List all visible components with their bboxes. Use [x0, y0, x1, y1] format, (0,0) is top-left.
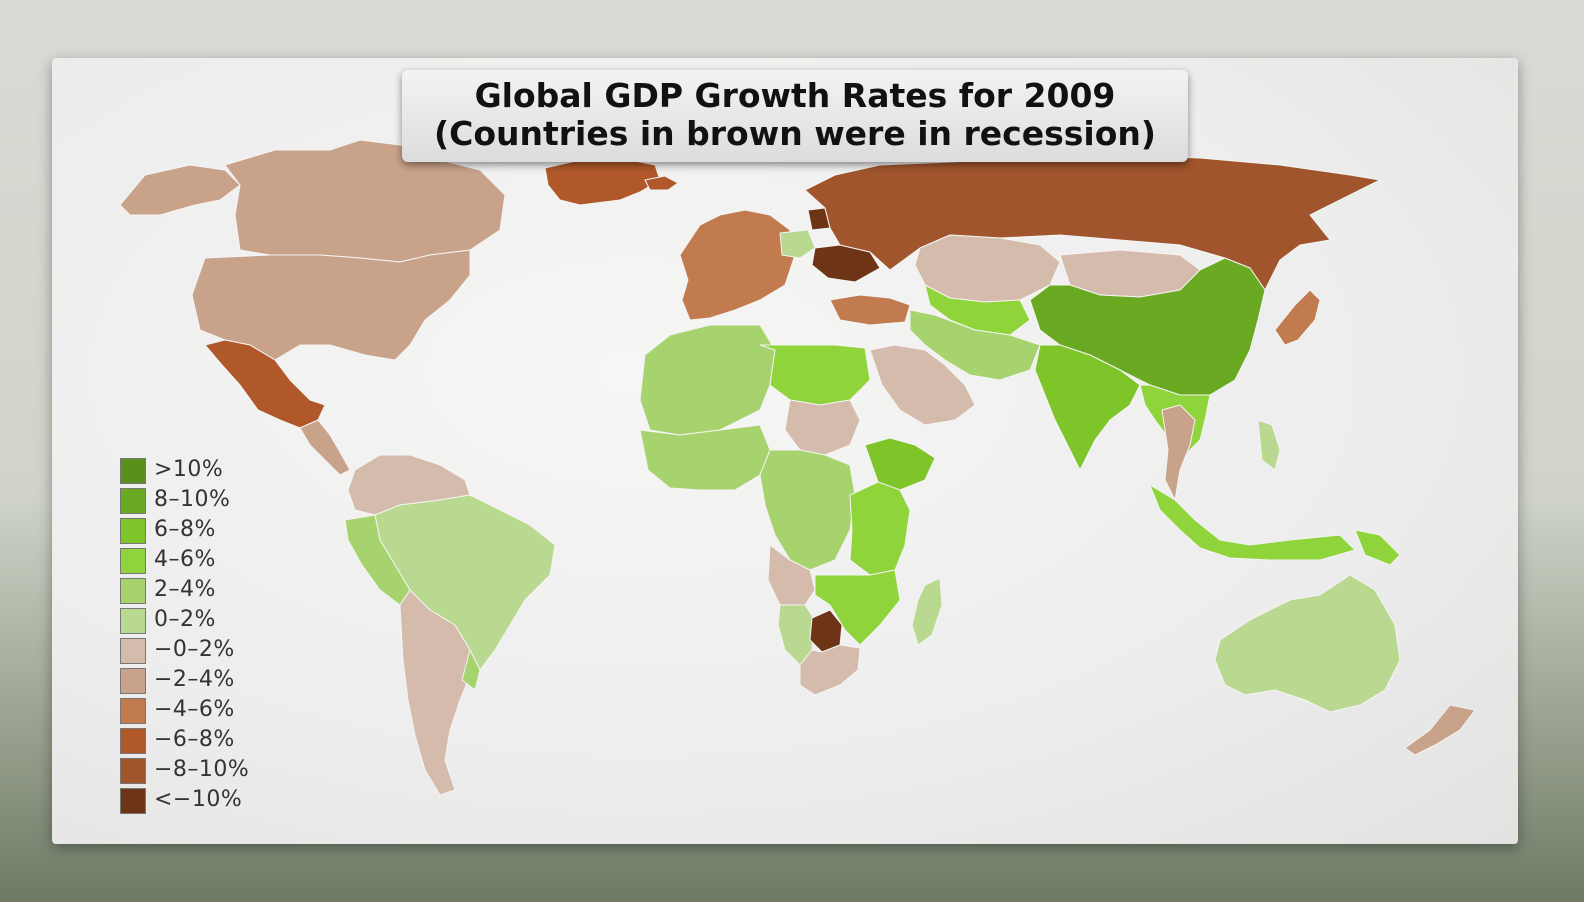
region-indonesia — [1149, 484, 1356, 561]
legend: >10% 8–10% 6–8% 4–6% 2–4% 0–2% −0–2% −2–4% −4–6%… — [120, 456, 270, 816]
legend-label: 4–6% — [154, 547, 216, 572]
region-thailand — [1161, 404, 1196, 501]
legend-item: <−10% — [120, 786, 270, 816]
legend-swatch — [120, 728, 146, 754]
region-greenland — [544, 157, 661, 206]
region-mexico — [204, 339, 326, 429]
region-argentina-chile — [399, 589, 471, 796]
legend-label: 6–8% — [154, 517, 216, 542]
legend-label: >10% — [154, 457, 224, 482]
legend-swatch — [120, 698, 146, 724]
region-north-africa — [639, 324, 776, 436]
legend-swatch — [120, 608, 146, 634]
legend-label: −6–8% — [154, 727, 235, 752]
legend-item: −8–10% — [120, 756, 270, 786]
region-turkey — [829, 294, 911, 326]
legend-item: >10% — [120, 456, 270, 486]
region-new-zealand — [1404, 704, 1476, 756]
region-libya-egypt — [759, 344, 871, 406]
region-sudan — [784, 399, 861, 456]
legend-label: −0–2% — [154, 637, 235, 662]
title-banner: Global GDP Growth Rates for 2009 (Countr… — [402, 70, 1188, 162]
region-india — [1034, 344, 1141, 471]
legend-swatch — [120, 518, 146, 544]
legend-item: −4–6% — [120, 696, 270, 726]
legend-label: 0–2% — [154, 607, 216, 632]
region-western-europe — [679, 209, 796, 321]
legend-swatch — [120, 548, 146, 574]
region-zambia-mozambique — [814, 569, 901, 646]
legend-item: 6–8% — [120, 516, 270, 546]
region-poland — [779, 229, 816, 259]
region-central-africa — [759, 449, 856, 571]
region-philippines — [1257, 419, 1281, 471]
legend-item: 0–2% — [120, 606, 270, 636]
region-central-america — [299, 419, 351, 476]
region-ethiopia — [864, 437, 936, 491]
region-east-africa — [849, 481, 911, 576]
region-saudi-arabia — [869, 344, 976, 426]
legend-swatch — [120, 578, 146, 604]
legend-swatch — [120, 488, 146, 514]
legend-item: 4–6% — [120, 546, 270, 576]
legend-item: −2–4% — [120, 666, 270, 696]
region-angola — [767, 544, 816, 606]
region-iceland — [644, 175, 679, 191]
region-iran-afghanistan — [909, 309, 1041, 381]
region-madagascar — [911, 577, 943, 646]
region-japan — [1274, 289, 1321, 346]
legend-swatch — [120, 668, 146, 694]
region-alaska — [119, 164, 241, 216]
legend-swatch — [120, 458, 146, 484]
region-central-asia — [924, 284, 1031, 336]
legend-item: 2–4% — [120, 576, 270, 606]
legend-label: −4–6% — [154, 697, 235, 722]
region-west-africa — [639, 424, 771, 491]
region-papua-new-guinea — [1354, 529, 1401, 566]
legend-label: −8–10% — [154, 757, 250, 782]
region-uruguay — [461, 649, 481, 691]
legend-swatch — [120, 758, 146, 784]
legend-item: −0–2% — [120, 636, 270, 666]
legend-label: 2–4% — [154, 577, 216, 602]
legend-label: −2–4% — [154, 667, 235, 692]
legend-label: <−10% — [154, 787, 243, 812]
region-south-africa — [799, 644, 861, 696]
region-kazakhstan — [914, 234, 1061, 303]
map-title: Global GDP Growth Rates for 2009 — [474, 76, 1116, 115]
map-subtitle: (Countries in brown were in recession) — [434, 114, 1156, 153]
legend-swatch — [120, 638, 146, 664]
region-australia — [1214, 574, 1401, 713]
legend-label: 8–10% — [154, 487, 231, 512]
legend-swatch — [120, 788, 146, 814]
legend-item: 8–10% — [120, 486, 270, 516]
legend-item: −6–8% — [120, 726, 270, 756]
